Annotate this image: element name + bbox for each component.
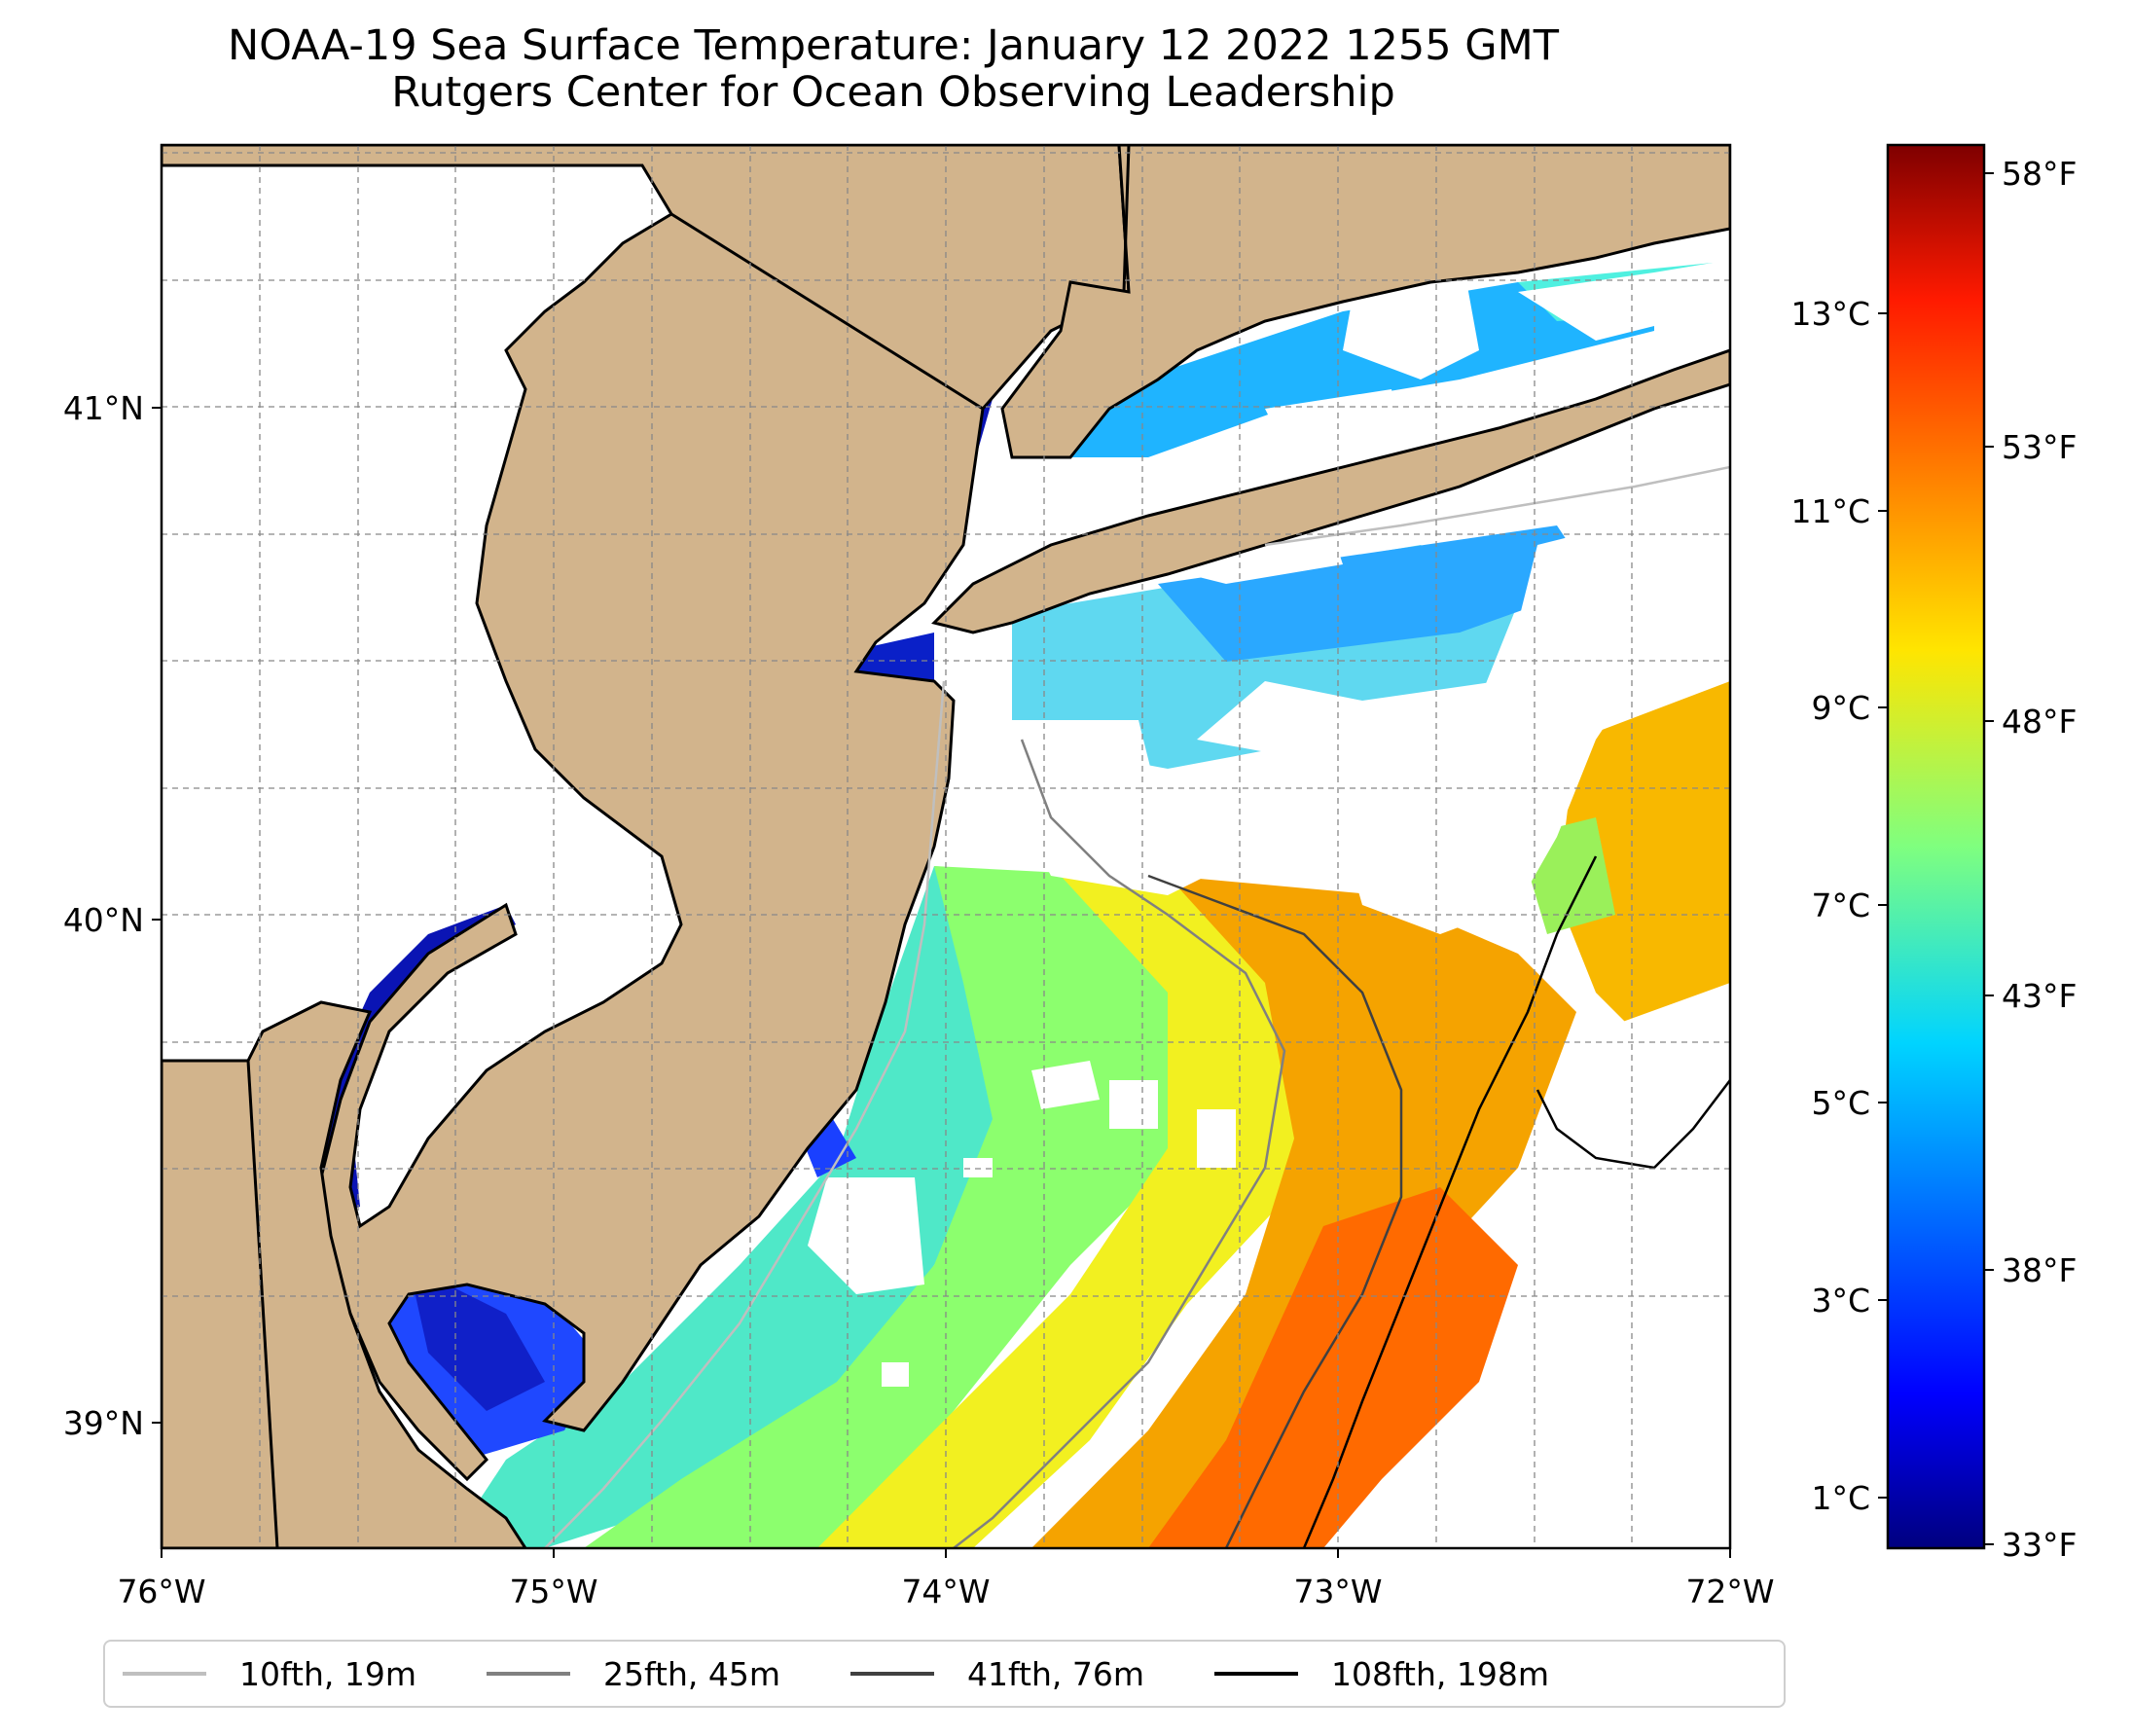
bathymetry-contours bbox=[544, 465, 1730, 1548]
colorbar-celsius-label: 9°C bbox=[1811, 689, 1870, 727]
legend-label: 10fth, 19m bbox=[239, 1654, 416, 1693]
contour-10fth bbox=[1264, 465, 1730, 547]
border-nj-ny bbox=[670, 212, 984, 411]
legend-item: 41fth, 76m bbox=[850, 1655, 1144, 1693]
gridlines bbox=[162, 145, 1730, 1548]
legend-item: 25fth, 45m bbox=[487, 1655, 780, 1693]
state-borders bbox=[246, 145, 1131, 1548]
map-area bbox=[162, 145, 1730, 1548]
sst-zone-midshelf-yellow bbox=[817, 876, 1362, 1548]
border-ny-ct bbox=[1122, 145, 1131, 293]
x-tick-marks bbox=[161, 1548, 1731, 1558]
cloud-patch bbox=[1518, 525, 1654, 642]
cloud-patch bbox=[1518, 263, 1713, 341]
y-tick-label: 39°N bbox=[63, 1404, 144, 1442]
colorbar-fahrenheit-label: 53°F bbox=[2002, 428, 2077, 466]
colorbar-fahrenheit-label: 48°F bbox=[2002, 703, 2077, 741]
map-title: NOAA-19 Sea Surface Temperature: January… bbox=[228, 21, 1559, 70]
cloud-patch bbox=[882, 1362, 909, 1387]
contour-108fth bbox=[1302, 855, 1598, 1548]
colorbar-celsius-label: 11°C bbox=[1790, 492, 1870, 530]
y-tick-label: 40°N bbox=[63, 901, 144, 939]
cloud-patch bbox=[1197, 1109, 1236, 1168]
x-tick-label: 74°W bbox=[901, 1573, 990, 1610]
cloud-patch bbox=[1031, 1061, 1100, 1109]
colorbar-celsius-label: 1°C bbox=[1811, 1479, 1870, 1517]
colorbar-fahrenheit-label: 33°F bbox=[2002, 1526, 2077, 1564]
legend-item: 10fth, 19m bbox=[123, 1655, 416, 1693]
cloud-patch bbox=[963, 1158, 993, 1177]
sst-zone-nearshore-cyan bbox=[448, 866, 1129, 1548]
legend-line-swatch bbox=[850, 1672, 934, 1676]
sst-zone-shelf-green bbox=[584, 866, 1226, 1548]
colorbar-fahrenheit-label: 58°F bbox=[2002, 155, 2077, 193]
colorbar-celsius-ticks bbox=[1878, 312, 1888, 1499]
x-tick-label: 73°W bbox=[1293, 1573, 1382, 1610]
legend-line-swatch bbox=[123, 1672, 206, 1676]
legend-line-swatch bbox=[487, 1672, 570, 1676]
colorbar-celsius-label: 5°C bbox=[1811, 1084, 1870, 1122]
land-long-island bbox=[931, 348, 1730, 634]
contour-108fth bbox=[1536, 1079, 1730, 1170]
sst-zone-delaware-bay-deep bbox=[409, 1265, 545, 1411]
colorbar-fahrenheit-label: 38°F bbox=[2002, 1251, 2077, 1289]
x-tick-label: 72°W bbox=[1685, 1573, 1774, 1610]
x-tick-label: 75°W bbox=[509, 1573, 597, 1610]
x-tick-label: 76°W bbox=[117, 1573, 205, 1610]
contour-41fth bbox=[1147, 874, 1403, 1548]
cloud-mask bbox=[808, 243, 1730, 1548]
colorbar-celsius-label: 3°C bbox=[1811, 1282, 1870, 1320]
contour-10fth bbox=[544, 680, 946, 1548]
land-new-york-connecticut bbox=[1000, 145, 1730, 459]
colorbar-fahrenheit-ticks bbox=[1984, 172, 1994, 1545]
border-de-md bbox=[246, 1060, 279, 1548]
y-tick-label: 41°N bbox=[63, 389, 144, 427]
sst-zone-east-patch bbox=[1557, 681, 1730, 1051]
cloud-patch bbox=[1343, 837, 1518, 934]
legend-label: 41fth, 76m bbox=[967, 1654, 1144, 1693]
legend-line-swatch bbox=[1214, 1672, 1298, 1676]
colorbar-celsius-label: 13°C bbox=[1790, 295, 1870, 333]
cloud-patch bbox=[1362, 983, 1730, 1548]
sst-zone-south-shore-blue bbox=[1158, 525, 1596, 662]
y-tick-marks bbox=[152, 407, 162, 1424]
cloud-patch bbox=[808, 1177, 924, 1294]
contour-legend: 10fth, 19m 25fth, 45m 41fth, 76m 108fth,… bbox=[103, 1640, 1786, 1708]
colorbar bbox=[1886, 143, 1986, 1550]
colorbar-celsius-label: 7°C bbox=[1811, 886, 1870, 924]
map-subtitle: Rutgers Center for Ocean Observing Leade… bbox=[391, 68, 1395, 117]
cloud-patch bbox=[1109, 1080, 1158, 1129]
cloud-patch bbox=[1265, 389, 1401, 467]
cloud-patch bbox=[1012, 720, 1207, 895]
sst-zone-long-island-sound bbox=[1041, 282, 1654, 457]
legend-label: 25fth, 45m bbox=[603, 1654, 780, 1693]
colorbar-fahrenheit-label: 43°F bbox=[2002, 977, 2077, 1015]
sst-zone-outer-orange bbox=[1031, 876, 1576, 1548]
legend-item: 108fth, 198m bbox=[1214, 1655, 1549, 1693]
cloud-patch bbox=[1197, 603, 1635, 905]
sst-zone-slope-redorange bbox=[1148, 1187, 1518, 1548]
legend-label: 108fth, 198m bbox=[1331, 1654, 1549, 1693]
contour-25fth bbox=[953, 739, 1286, 1548]
